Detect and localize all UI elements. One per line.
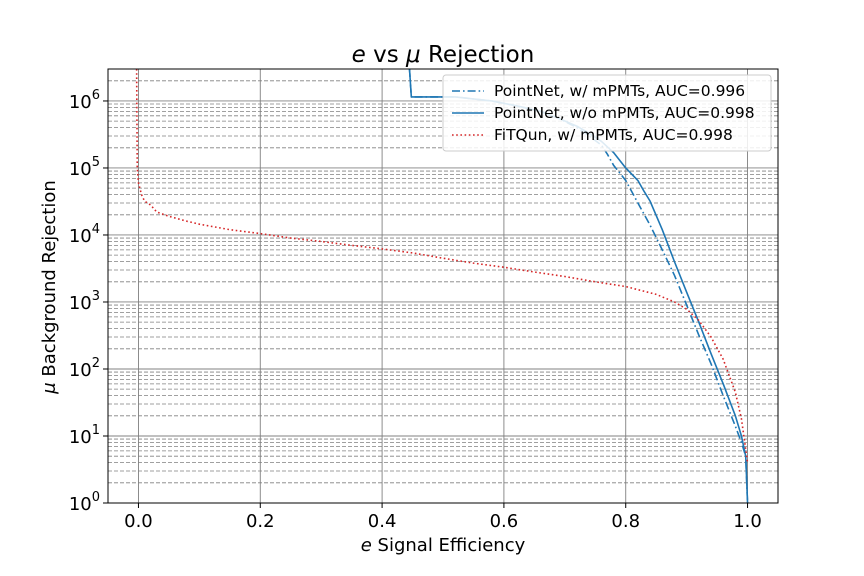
grid — [108, 68, 778, 504]
x-tick-label: 0.4 — [368, 511, 397, 532]
legend-label-fitqun: FiTQun, w/ mPMTs, AUC=0.998 — [494, 126, 733, 144]
x-tick-label: 0.0 — [124, 511, 153, 532]
y-tick-label: 102 — [69, 356, 100, 381]
series-line-2 — [135, 69, 749, 463]
x-axis-title: e Signal Efficiency — [361, 535, 526, 556]
y-axis-title: μ Background Rejection — [39, 180, 60, 395]
y-tick-label: 104 — [69, 222, 100, 247]
x-axis-ticks: 0.0 0.2 0.4 0.6 0.8 1.0 — [124, 503, 762, 532]
x-tick-label: 0.6 — [490, 511, 519, 532]
y-tick-label: 100 — [69, 490, 100, 515]
y-tick-label: 106 — [69, 88, 100, 113]
x-tick-label: 0.2 — [246, 511, 275, 532]
y-tick-label: 101 — [69, 423, 100, 448]
y-tick-label: 105 — [69, 155, 100, 180]
y-tick-label: 103 — [69, 289, 100, 314]
legend-box — [442, 74, 772, 152]
x-tick-label: 1.0 — [733, 511, 762, 532]
legend-label-pointnet-mpmt: PointNet, w/ mPMTs, AUC=0.996 — [494, 82, 745, 100]
plot-frame — [107, 68, 779, 504]
chart-title: e vs μ Rejection — [352, 42, 535, 68]
x-tick-label: 0.8 — [611, 511, 640, 532]
legend: PointNet, w/ mPMTs, AUC=0.996 PointNet, … — [442, 74, 772, 152]
legend-label-pointnet-no-mpmt: PointNet, w/o mPMTs, AUC=0.998 — [494, 104, 755, 122]
y-axis-ticks: 100 101 102 103 104 105 106 — [69, 88, 108, 515]
